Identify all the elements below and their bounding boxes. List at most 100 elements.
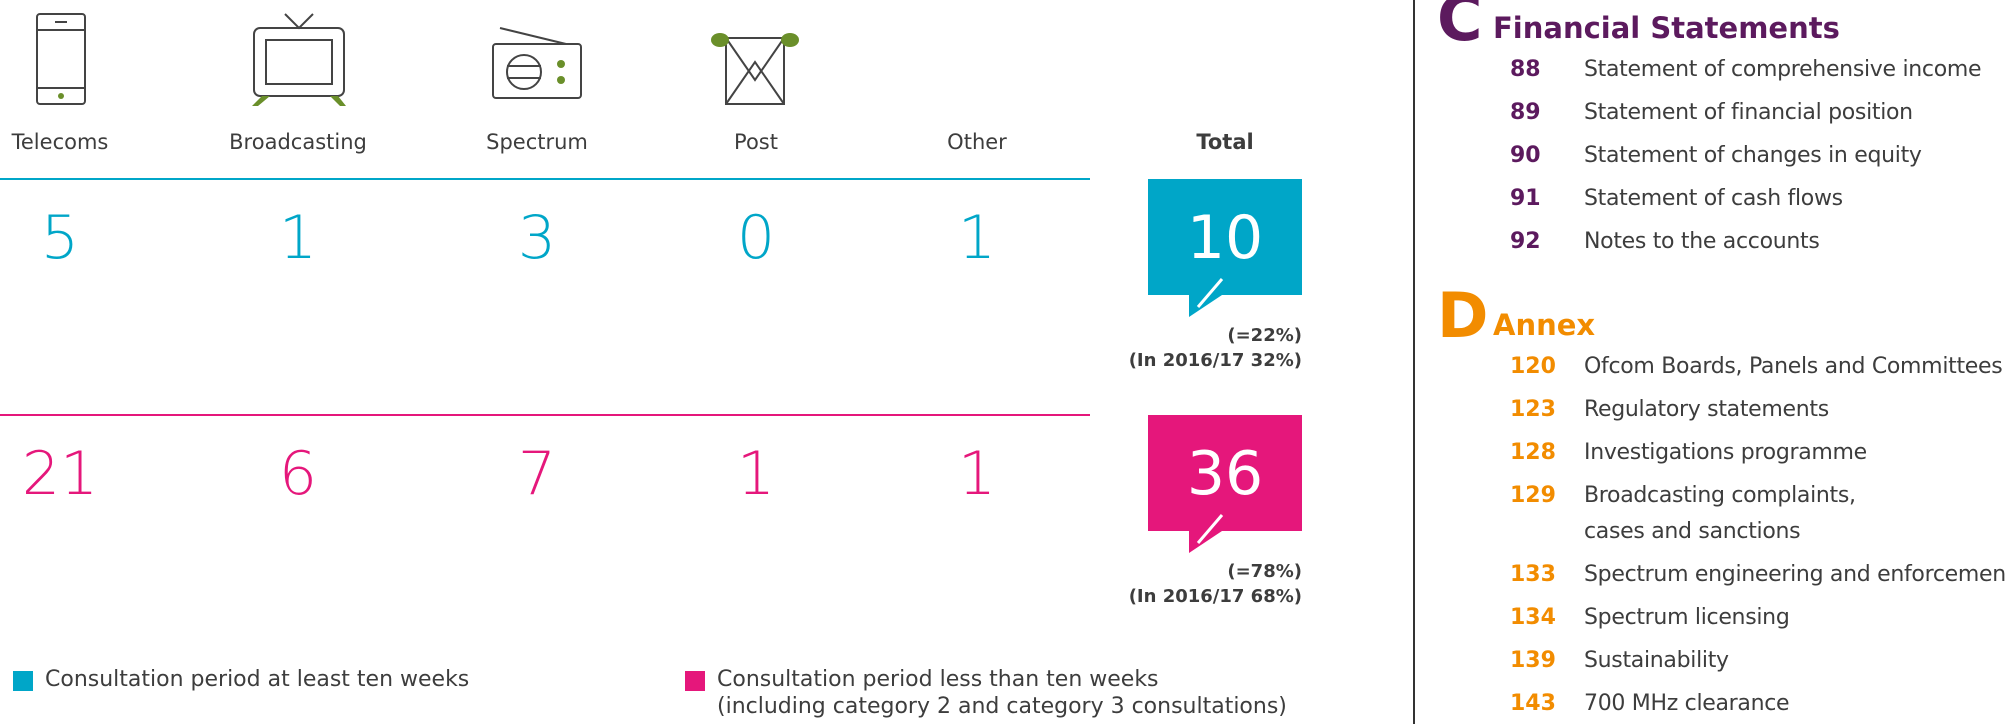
page-number: 92 (1510, 229, 1541, 254)
item-title: Investigations programme (1584, 435, 1867, 471)
row-value: 1 (736, 439, 776, 509)
item-title: Spectrum engineering and enforcement (1584, 557, 2005, 593)
page-number: 88 (1510, 57, 1541, 82)
section-heading: D Annex (1437, 279, 2005, 352)
item-title-line: Statement of financial position (1584, 100, 1913, 125)
radio-icon (492, 43, 582, 99)
contents-item: 143 700 MHz clearance (1437, 686, 2005, 722)
legend-swatch (685, 671, 705, 691)
total-label: Total (1196, 130, 1254, 154)
item-title-line: Statement of changes in equity (1584, 143, 1922, 168)
page-number: 90 (1510, 143, 1541, 168)
item-title: Statement of comprehensive income (1584, 52, 1982, 88)
previous-share: (In 2016/17 68%) (1128, 586, 1302, 607)
item-title-line: Notes to the accounts (1584, 229, 1820, 254)
item-title-line: Regulatory statements (1584, 397, 1829, 422)
category-label: Spectrum (486, 130, 588, 154)
contents-item: 91 Statement of cash flows (1437, 181, 2005, 217)
item-title: Broadcasting complaints, cases and sancti… (1584, 478, 1856, 550)
page-number: 133 (1510, 562, 1556, 587)
row-value: 1 (957, 203, 997, 273)
contents: C Financial Statements 88 Statement of comp… (1437, 0, 2005, 722)
contents-item: 134 Spectrum licensing (1437, 600, 2005, 636)
item-title: Ofcom Boards, Panels and Committees (1584, 349, 2003, 385)
row-value: 3 (517, 203, 557, 273)
previous-share: (In 2016/17 32%) (1128, 350, 1302, 371)
item-title-line: Spectrum engineering and enforcement (1584, 562, 2005, 587)
phone-icon (36, 13, 86, 105)
item-title-line: Sustainability (1584, 648, 1729, 673)
contents-item: 129 Broadcasting complaints, cases and san… (1437, 478, 2005, 550)
total-value: 36 (1186, 439, 1264, 509)
row-value: 1 (957, 439, 997, 509)
item-title-line: 700 MHz clearance (1584, 691, 1790, 716)
row-value: 1 (278, 203, 318, 273)
row-value: 7 (517, 439, 557, 509)
page-number: 139 (1510, 648, 1556, 673)
tv-icon (253, 27, 345, 97)
contents-item: 92 Notes to the accounts (1437, 224, 2005, 260)
icons (36, 13, 785, 105)
total-callout (1148, 415, 1302, 553)
page-number: 129 (1510, 483, 1556, 508)
total-callout (1148, 179, 1302, 317)
total-value: 10 (1186, 203, 1264, 273)
item-title: Regulatory statements (1584, 392, 1829, 428)
item-title-line: Ofcom Boards, Panels and Committees (1584, 354, 2003, 379)
share: (=22%) (1227, 325, 1302, 346)
post-icon (725, 37, 785, 105)
item-title-line: Investigations programme (1584, 440, 1867, 465)
category-label: Post (734, 130, 778, 154)
section-title: Financial Statements (1493, 11, 1840, 45)
callout-tick (1196, 278, 1224, 308)
item-title-line: Statement of comprehensive income (1584, 57, 1982, 82)
contents-item: 139 Sustainability (1437, 643, 2005, 679)
contents-item: 128 Investigations programme (1437, 435, 2005, 471)
category-label: Broadcasting (229, 130, 367, 154)
item-title: Spectrum licensing (1584, 600, 1790, 636)
legend-text: (including category 2 and category 3 con… (717, 694, 1287, 719)
contents-item: 88 Statement of comprehensive income (1437, 52, 2005, 88)
page-number: 123 (1510, 397, 1556, 422)
contents-item: 90 Statement of changes in equity (1437, 138, 2005, 174)
section-heading: C Financial Statements (1437, 0, 2005, 55)
page-number: 120 (1510, 354, 1556, 379)
item-title: Statement of changes in equity (1584, 138, 1922, 174)
category-label: Telecoms (11, 130, 109, 154)
row-value: 5 (40, 203, 80, 273)
callout-tick (1196, 514, 1224, 544)
legend-text: Consultation period less than ten weeks (717, 667, 1159, 692)
item-title-line: Broadcasting complaints, (1584, 483, 1856, 508)
share: (=78%) (1227, 561, 1302, 582)
legend-swatch (13, 671, 33, 691)
page-number: 128 (1510, 440, 1556, 465)
item-title: Statement of cash flows (1584, 181, 1843, 217)
row-value: 6 (278, 439, 318, 509)
contents-item: 133 Spectrum engineering and enforcement (1437, 557, 2005, 593)
legend-text: Consultation period at least ten weeks (45, 667, 470, 692)
contents-item: 120 Ofcom Boards, Panels and Committees (1437, 349, 2005, 385)
row-value: 0 (736, 203, 776, 273)
category-label: Other (947, 130, 1007, 154)
section-letter: C (1437, 0, 1483, 55)
contents-section: D Annex 120 Ofcom Boards, Panels and Commit… (1437, 279, 2005, 722)
contents-section: C Financial Statements 88 Statement of comp… (1437, 0, 2005, 260)
row-value: 21 (21, 439, 99, 509)
page-number: 91 (1510, 186, 1541, 211)
contents-item: 89 Statement of financial position (1437, 95, 2005, 131)
page-number: 134 (1510, 605, 1556, 630)
item-title-line: cases and sanctions (1584, 519, 1801, 544)
page-number: 143 (1510, 691, 1556, 716)
item-title: 700 MHz clearance (1584, 686, 1790, 722)
section-letter: D (1437, 279, 1489, 352)
page-number: 89 (1510, 100, 1541, 125)
item-title-line: Statement of cash flows (1584, 186, 1843, 211)
contents-item: 123 Regulatory statements (1437, 392, 2005, 428)
item-title: Statement of financial position (1584, 95, 1913, 131)
item-title: Notes to the accounts (1584, 224, 1820, 260)
item-title: Sustainability (1584, 643, 1729, 679)
item-title-line: Spectrum licensing (1584, 605, 1790, 630)
section-title: Annex (1493, 308, 1596, 342)
